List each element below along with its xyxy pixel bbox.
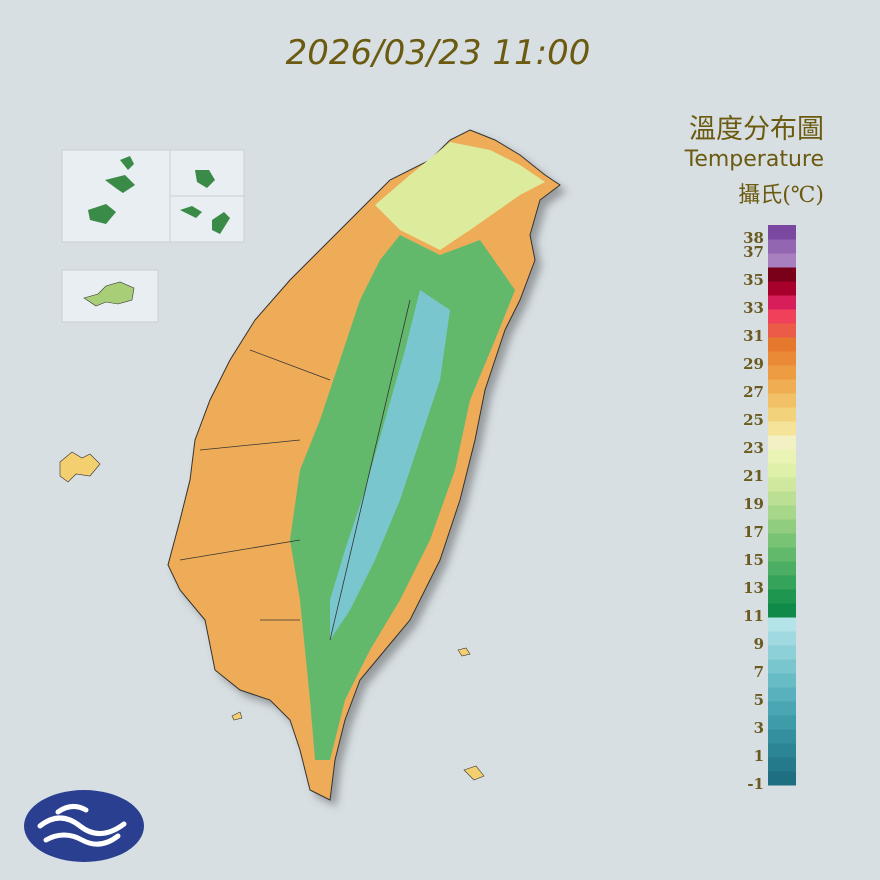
legend-band bbox=[768, 323, 796, 338]
legend-band bbox=[768, 519, 796, 534]
legend-band bbox=[768, 491, 796, 506]
legend-tick-label: 17 bbox=[743, 523, 764, 541]
legend-band bbox=[768, 407, 796, 422]
legend-tick-label: 9 bbox=[754, 635, 764, 653]
legend-band bbox=[768, 575, 796, 590]
legend-band bbox=[768, 617, 796, 632]
timestamp: 2026/03/23 11:00 bbox=[286, 33, 591, 73]
legend-tick-label: 27 bbox=[743, 383, 764, 401]
legend-tick-label: 13 bbox=[743, 579, 764, 597]
legend-band bbox=[768, 295, 796, 310]
high-peaks bbox=[330, 290, 450, 640]
legend-band bbox=[768, 267, 796, 282]
mountain-range bbox=[290, 235, 515, 760]
legend-band bbox=[768, 463, 796, 478]
legend-tick-label: 15 bbox=[743, 551, 764, 569]
legend-tick-label: 5 bbox=[754, 691, 764, 709]
legend-tick-label: 25 bbox=[743, 411, 764, 429]
legend-band bbox=[768, 477, 796, 492]
inset-islands bbox=[88, 156, 230, 234]
legend-band bbox=[768, 659, 796, 674]
legend-title: 溫度分布圖 bbox=[689, 114, 824, 145]
legend-band bbox=[768, 379, 796, 394]
legend-tick-label: 29 bbox=[743, 355, 764, 373]
legend-band bbox=[768, 547, 796, 562]
north-plain bbox=[375, 142, 545, 250]
legend-band bbox=[768, 673, 796, 688]
legend-band bbox=[768, 393, 796, 408]
legend-band bbox=[768, 701, 796, 716]
legend-subtitle: Temperature bbox=[684, 147, 824, 172]
legend-tick-label: 1 bbox=[754, 747, 764, 765]
legend-band bbox=[768, 365, 796, 380]
legend-band bbox=[768, 771, 796, 786]
legend-band bbox=[768, 225, 796, 240]
legend-band bbox=[768, 645, 796, 660]
legend-unit: 攝氏(℃) bbox=[738, 183, 824, 208]
legend-tick-label: 35 bbox=[743, 271, 764, 289]
legend-band bbox=[768, 687, 796, 702]
legend-band bbox=[768, 421, 796, 436]
islets bbox=[231, 647, 485, 781]
legend-band bbox=[768, 589, 796, 604]
legend-band bbox=[768, 757, 796, 772]
legend-tick-label: 19 bbox=[743, 495, 764, 513]
legend-band bbox=[768, 729, 796, 744]
legend-tick-label: 11 bbox=[743, 607, 764, 625]
legend-band bbox=[768, 603, 796, 618]
county-borders bbox=[179, 299, 411, 641]
legend-band bbox=[768, 337, 796, 352]
legend-tick-label: 21 bbox=[743, 467, 764, 485]
legend-tick-label: -1 bbox=[747, 775, 764, 793]
legend-band bbox=[768, 281, 796, 296]
legend-band bbox=[768, 505, 796, 520]
legend-tick-label: 7 bbox=[754, 663, 764, 681]
legend-band bbox=[768, 533, 796, 548]
legend-tick-label: 3 bbox=[754, 719, 764, 737]
logo-waves bbox=[37, 804, 127, 847]
legend-band bbox=[768, 449, 796, 464]
legend-band bbox=[768, 253, 796, 268]
legend-tick-label: 23 bbox=[743, 439, 764, 457]
legend-tick-label: 33 bbox=[743, 299, 764, 317]
legend-band bbox=[768, 561, 796, 576]
legend-band bbox=[768, 351, 796, 366]
penghu bbox=[59, 451, 101, 483]
legend-band bbox=[768, 435, 796, 450]
legend-tick-label: 37 bbox=[743, 243, 764, 261]
legend-tick-label: 31 bbox=[743, 327, 764, 345]
legend-tick-label: 38 bbox=[743, 229, 764, 247]
legend-band bbox=[768, 631, 796, 646]
legend-band bbox=[768, 715, 796, 730]
legend-band bbox=[768, 239, 796, 254]
legend-band bbox=[768, 309, 796, 324]
inset-island bbox=[83, 281, 135, 307]
legend-band bbox=[768, 743, 796, 758]
